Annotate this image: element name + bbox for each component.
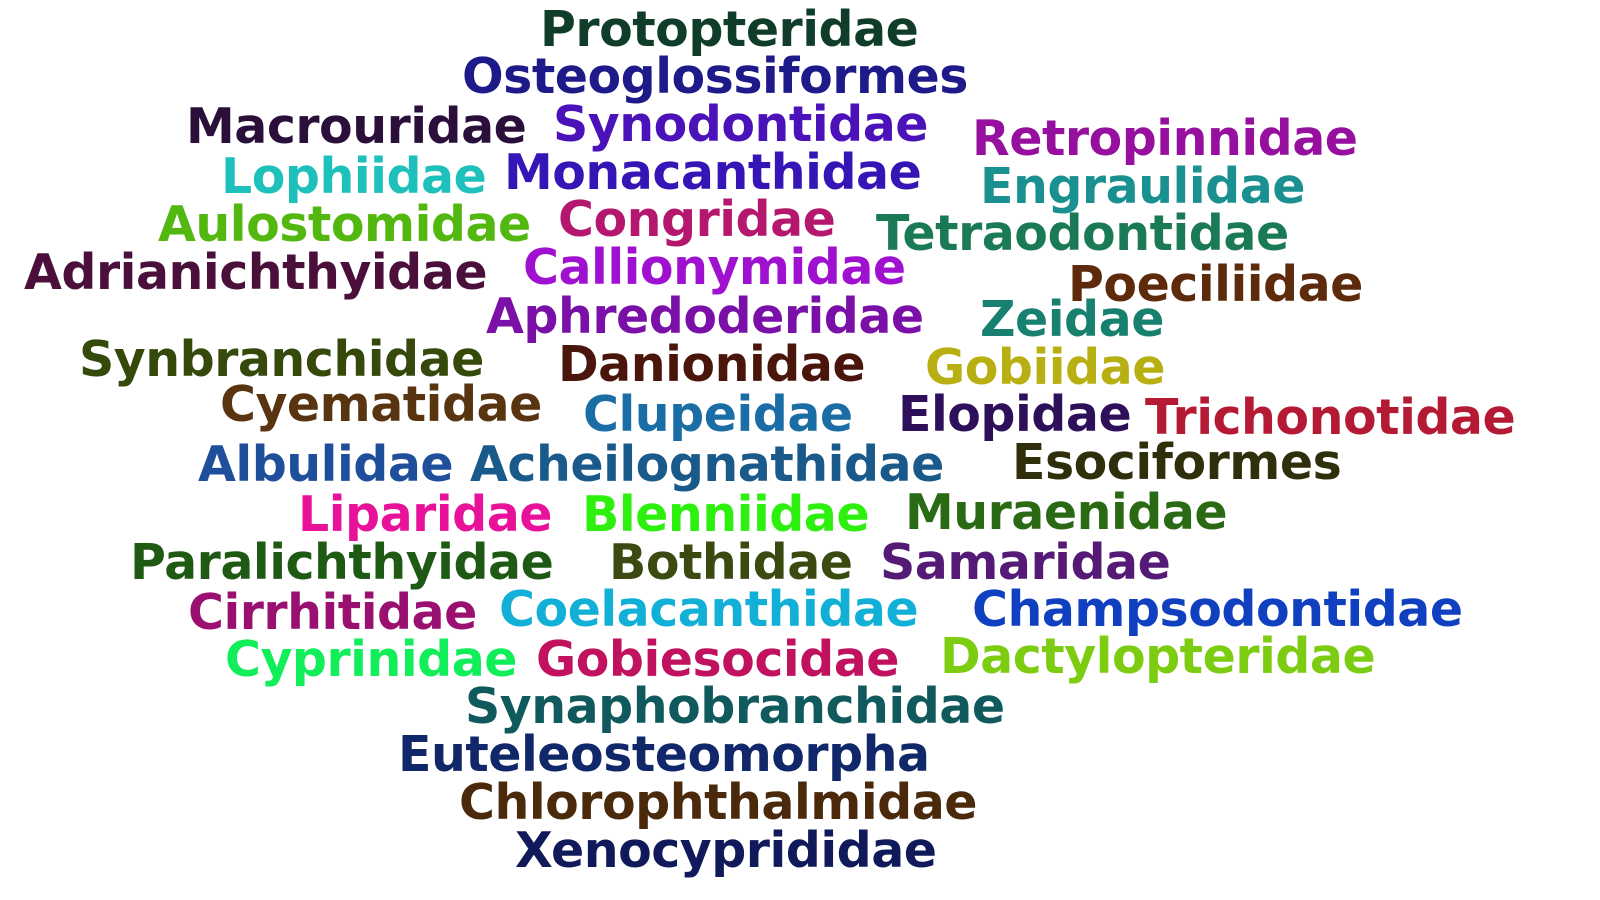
word-xenocyprididae: Xenocyprididae (515, 822, 937, 879)
word-esociformes: Esociformes (1012, 434, 1342, 491)
word-congridae: Congridae (558, 191, 836, 248)
word-paralichthyidae: Paralichthyidae (130, 534, 554, 591)
word-poeciliidae: Poeciliidae (1068, 256, 1363, 313)
word-samaridae: Samaridae (880, 534, 1171, 591)
word-champsodontidae: Champsodontidae (972, 581, 1463, 638)
word-chlorophthalmidae: Chlorophthalmidae (459, 774, 978, 831)
word-retropinnidae: Retropinnidae (972, 110, 1358, 167)
word-lophiidae: Lophiidae (221, 148, 487, 205)
word-cyprinidae: Cyprinidae (225, 631, 518, 688)
word-aulostomidae: Aulostomidae (158, 196, 531, 253)
word-albulidae: Albulidae (198, 436, 454, 493)
word-zeidae: Zeidae (980, 291, 1164, 348)
word-blenniidae: Blenniidae (582, 486, 870, 543)
word-adrianichthyidae: Adrianichthyidae (24, 244, 488, 301)
word-cirrhitidae: Cirrhitidae (188, 584, 477, 641)
word-tetraodontidae: Tetraodontidae (876, 205, 1289, 262)
word-liparidae: Liparidae (298, 486, 553, 543)
word-dactylopteridae: Dactylopteridae (940, 628, 1376, 685)
word-elopidae: Elopidae (898, 386, 1132, 443)
word-synodontidae: Synodontidae (553, 96, 929, 153)
word-trichonotidae: Trichonotidae (1145, 389, 1516, 446)
word-callionymidae: Callionymidae (523, 239, 906, 296)
word-gobiidae: Gobiidae (925, 339, 1165, 396)
word-monacanthidae: Monacanthidae (504, 144, 922, 201)
word-gobiesocidae: Gobiesocidae (536, 631, 900, 688)
word-engraulidae: Engraulidae (980, 158, 1306, 215)
word-osteoglossiformes: Osteoglossiformes (462, 48, 968, 105)
word-cyematidae: Cyematidae (220, 376, 542, 433)
word-acheilognathidae: Acheilognathidae (470, 436, 944, 493)
word-bothidae: Bothidae (609, 534, 853, 591)
word-muraenidae: Muraenidae (905, 484, 1228, 541)
word-coelacanthidae: Coelacanthidae (499, 581, 919, 638)
word-protopteridae: Protopteridae (540, 1, 919, 58)
word-clupeidae: Clupeidae (583, 386, 853, 443)
word-synbranchidae: Synbranchidae (79, 331, 484, 388)
word-danionidae: Danionidae (558, 336, 866, 393)
word-aphredoderidae: Aphredoderidae (486, 288, 924, 345)
word-synaphobranchidae: Synaphobranchidae (465, 678, 1005, 735)
word-macrouridae: Macrouridae (186, 98, 527, 155)
word-euteleosteomorpha: Euteleosteomorpha (398, 726, 930, 783)
